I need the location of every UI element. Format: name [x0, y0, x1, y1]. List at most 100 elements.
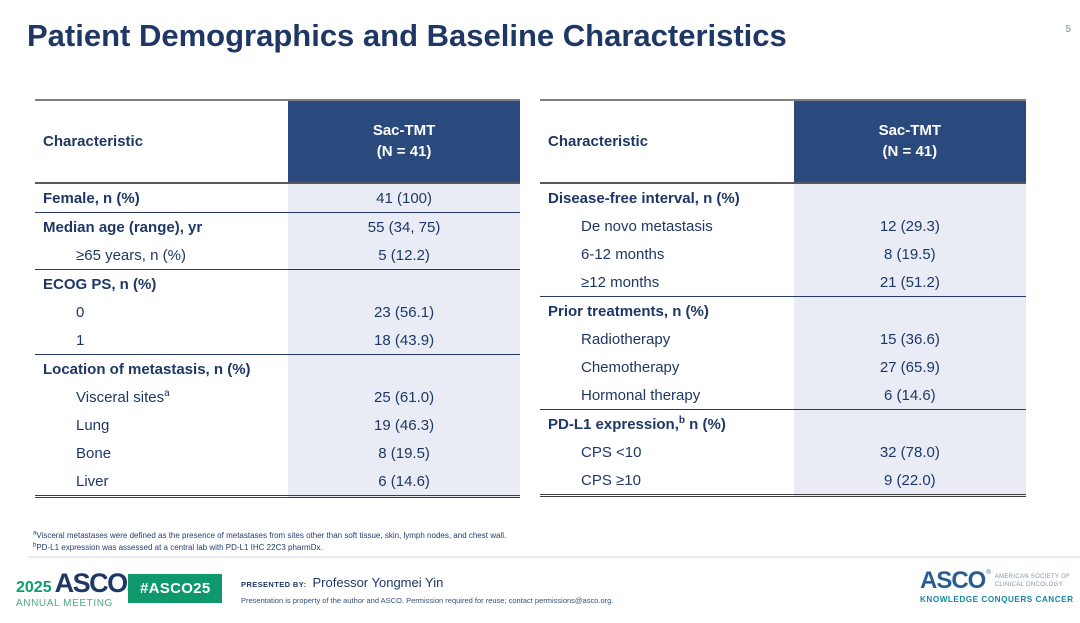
characteristic-cell: De novo metastasis	[540, 212, 794, 240]
table-row: Radiotherapy 15 (36.6)	[540, 325, 1026, 353]
arm-header-cell: Sac-TMT (N = 41)	[793, 100, 1026, 183]
arm-name: Sac-TMT	[878, 122, 942, 140]
table-row: Hormonal therapy 6 (14.6)	[540, 381, 1026, 410]
table-row: ≥12 months 21 (51.2)	[540, 268, 1026, 297]
value-cell: 55 (34, 75)	[288, 212, 520, 241]
table-header-row: Characteristic Sac-TMT (N = 41)	[540, 100, 1026, 183]
asco-wordmark: ASCO	[920, 567, 986, 594]
value-cell: 23 (56.1)	[288, 298, 520, 326]
presented-by-block: PRESENTED BY: Professor Yongmei Yin Pres…	[241, 575, 613, 605]
presenter-name: Professor Yongmei Yin	[312, 575, 444, 590]
characteristic-cell: Median age (range), yr	[35, 212, 289, 241]
society-line2: CLINICAL ONCOLOGY	[994, 582, 1063, 588]
characteristic-cell: Location of metastasis, n (%)	[35, 354, 289, 383]
footnotes: aVisceral metastases were defined as the…	[33, 530, 506, 555]
asco-2025-annual-meeting-logo: 2025 ASCO ® ANNUAL MEETING	[16, 570, 133, 609]
table-row: 6-12 months 8 (19.5)	[540, 240, 1026, 268]
value-cell	[288, 269, 520, 298]
value-cell: 6 (14.6)	[793, 381, 1026, 410]
characteristic-cell: Hormonal therapy	[540, 381, 794, 410]
footnote-b-superscript: b	[33, 542, 37, 549]
page-title: Patient Demographics and Baseline Charac…	[27, 18, 787, 53]
table-row: PD-L1 expression,b n (%)	[540, 409, 1026, 438]
value-cell: 15 (36.6)	[793, 325, 1026, 353]
characteristic-cell: Female, n (%)	[35, 183, 289, 213]
characteristic-cell: 1	[35, 326, 289, 355]
value-cell: 27 (65.9)	[793, 353, 1026, 381]
table-row: Median age (range), yr 55 (34, 75)	[35, 212, 520, 241]
footer-divider	[28, 556, 1080, 558]
value-cell: 6 (14.6)	[288, 467, 520, 497]
value-cell: 32 (78.0)	[793, 438, 1026, 466]
characteristic-cell: PD-L1 expression,b n (%)	[540, 409, 794, 438]
registered-mark-icon: ®	[986, 570, 991, 576]
characteristic-cell: Radiotherapy	[540, 325, 794, 353]
table-row: Chemotherapy 27 (65.9)	[540, 353, 1026, 381]
value-cell: 8 (19.5)	[288, 439, 520, 467]
table-left: Characteristic Sac-TMT (N = 41) Female, …	[35, 99, 520, 498]
characteristic-cell: 6-12 months	[540, 240, 794, 268]
arm-n: (N = 41)	[376, 142, 432, 160]
table-row: Lung 19 (46.3)	[35, 411, 520, 439]
footnote-b: bPD-L1 expression was assessed at a cent…	[33, 542, 506, 554]
table-row: De novo metastasis 12 (29.3)	[540, 212, 1026, 240]
hashtag-badge: #ASCO25	[128, 574, 223, 603]
table-row: ≥65 years, n (%) 5 (12.2)	[35, 241, 520, 270]
characteristic-header-cell: Characteristic	[540, 100, 794, 183]
characteristic-cell: ≥65 years, n (%)	[35, 241, 289, 270]
characteristic-cell: ECOG PS, n (%)	[35, 269, 289, 298]
value-cell: 21 (51.2)	[793, 268, 1026, 297]
characteristic-cell: Chemotherapy	[540, 353, 794, 381]
society-name: AMERICAN SOCIETY OF CLINICAL ONCOLOGY	[995, 573, 1070, 589]
asco-society-logo: ASCO ® AMERICAN SOCIETY OF CLINICAL ONCO…	[920, 569, 1080, 604]
value-cell: 12 (29.3)	[793, 212, 1026, 240]
table-row: Liver 6 (14.6)	[35, 467, 520, 497]
value-cell: 9 (22.0)	[793, 466, 1026, 496]
presented-by-label: PRESENTED BY:	[241, 580, 307, 589]
value-cell: 8 (19.5)	[793, 240, 1026, 268]
logo-asco-wordmark: ASCO	[54, 568, 129, 598]
table-row: Location of metastasis, n (%)	[35, 354, 520, 383]
value-cell	[288, 354, 520, 383]
footnote-a: aVisceral metastases were defined as the…	[33, 530, 506, 542]
characteristic-cell: ≥12 months	[540, 268, 794, 297]
value-cell	[793, 296, 1026, 325]
arm-header-cell: Sac-TMT (N = 41)	[288, 100, 520, 183]
society-line1: AMERICAN SOCIETY OF	[994, 573, 1071, 580]
characteristic-cell: Lung	[35, 411, 289, 439]
asco-tagline: KNOWLEDGE CONQUERS CANCER	[920, 595, 1074, 604]
characteristic-cell: Bone	[35, 439, 289, 467]
value-cell	[793, 183, 1026, 212]
permission-disclaimer: Presentation is property of the author a…	[241, 596, 614, 605]
table-row: Prior treatments, n (%)	[540, 296, 1026, 325]
value-cell	[793, 409, 1026, 438]
table-row: CPS <10 32 (78.0)	[540, 438, 1026, 466]
value-cell: 19 (46.3)	[288, 411, 520, 439]
arm-n: (N = 41)	[882, 142, 938, 160]
table-row: ECOG PS, n (%)	[35, 269, 520, 298]
logo-year: 2025	[16, 579, 52, 596]
value-cell: 25 (61.0)	[288, 383, 520, 411]
table-header-row: Characteristic Sac-TMT (N = 41)	[35, 100, 520, 183]
value-cell: 41 (100)	[288, 183, 520, 213]
demographics-table-right: Characteristic Sac-TMT (N = 41) Disease-…	[540, 99, 1026, 497]
characteristic-cell: Prior treatments, n (%)	[540, 296, 794, 325]
table-right: Characteristic Sac-TMT (N = 41) Disease-…	[540, 99, 1026, 497]
slide-page-number: 5	[1065, 24, 1071, 35]
demographics-table-left: Characteristic Sac-TMT (N = 41) Female, …	[35, 99, 520, 498]
characteristic-cell: CPS <10	[540, 438, 794, 466]
table-row: Disease-free interval, n (%)	[540, 183, 1026, 212]
characteristic-cell: Liver	[35, 467, 289, 497]
table-row: Bone 8 (19.5)	[35, 439, 520, 467]
footnote-b-text: PD-L1 expression was assessed at a centr…	[36, 543, 323, 553]
table-row: Female, n (%) 41 (100)	[35, 183, 520, 213]
table-row: CPS ≥10 9 (22.0)	[540, 466, 1026, 496]
value-cell: 5 (12.2)	[288, 241, 520, 270]
arm-name: Sac-TMT	[372, 122, 436, 140]
logo-annual-meeting: ANNUAL MEETING	[16, 598, 113, 609]
table-row: Visceral sitesa 25 (61.0)	[35, 383, 520, 411]
footnote-a-text: Visceral metastases were defined as the …	[36, 531, 507, 540]
characteristic-cell: CPS ≥10	[540, 466, 794, 496]
characteristic-header-cell: Characteristic	[35, 100, 289, 183]
